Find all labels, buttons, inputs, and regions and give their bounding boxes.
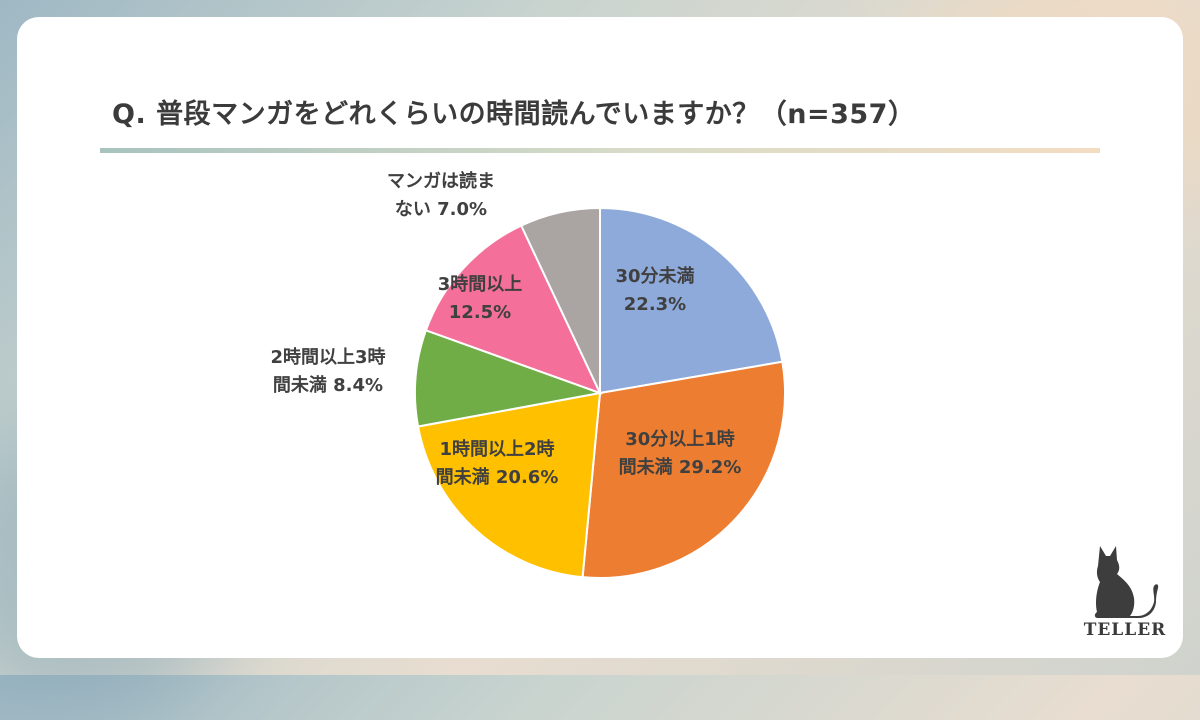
chart-title: Q. 普段マンガをどれくらいの時間読んでいますか？（n=357） (112, 99, 916, 130)
pie-chart: 30分未満 22.3% 30分以上1時間未満 29.2% 1時間以上2時間未満 20.… (270, 170, 786, 579)
pie-slice (581, 360, 786, 579)
slice-label-line: 12.5% (449, 302, 511, 323)
slice-label-line: 間未満 8.4% (273, 374, 383, 396)
slice-label-line: 30分以上1時 (625, 429, 735, 450)
pie-slice (416, 391, 602, 579)
slice-label-line: 2時間以上3時 (270, 347, 385, 368)
slice-label: 3時間以上 12.5% (438, 274, 523, 323)
slice-label: 2時間以上3時間未満 8.4% (270, 347, 385, 396)
pie-slice (424, 224, 602, 395)
slice-label-line: 30分未満 (615, 265, 694, 287)
pie-slice (414, 329, 604, 428)
pie-slice (599, 206, 784, 395)
slice-label-line: 22.3% (624, 294, 686, 315)
brand-logo: TELLER (1080, 540, 1170, 650)
cat-icon (1094, 546, 1159, 618)
title-divider (100, 148, 1100, 153)
slice-label-line: 1時間以上2時 (439, 439, 554, 460)
slice-label-line: 3時間以上 (438, 274, 523, 295)
slice-label: 30分未満 22.3% (615, 265, 694, 315)
slice-label: 1時間以上2時間未満 20.6% (436, 439, 559, 488)
slice-label-line: 間未満 20.6% (436, 466, 559, 488)
slice-label-line: 間未満 29.2% (619, 456, 742, 478)
brand-name: TELLER (1083, 620, 1167, 640)
pie-slice (519, 206, 601, 394)
slice-label-line: マンガは読ま (387, 170, 495, 192)
slice-label: マンガは読まない 7.0% (387, 170, 495, 220)
slice-label-line: ない 7.0% (395, 199, 487, 220)
slice-label: 30分以上1時間未満 29.2% (619, 429, 742, 478)
